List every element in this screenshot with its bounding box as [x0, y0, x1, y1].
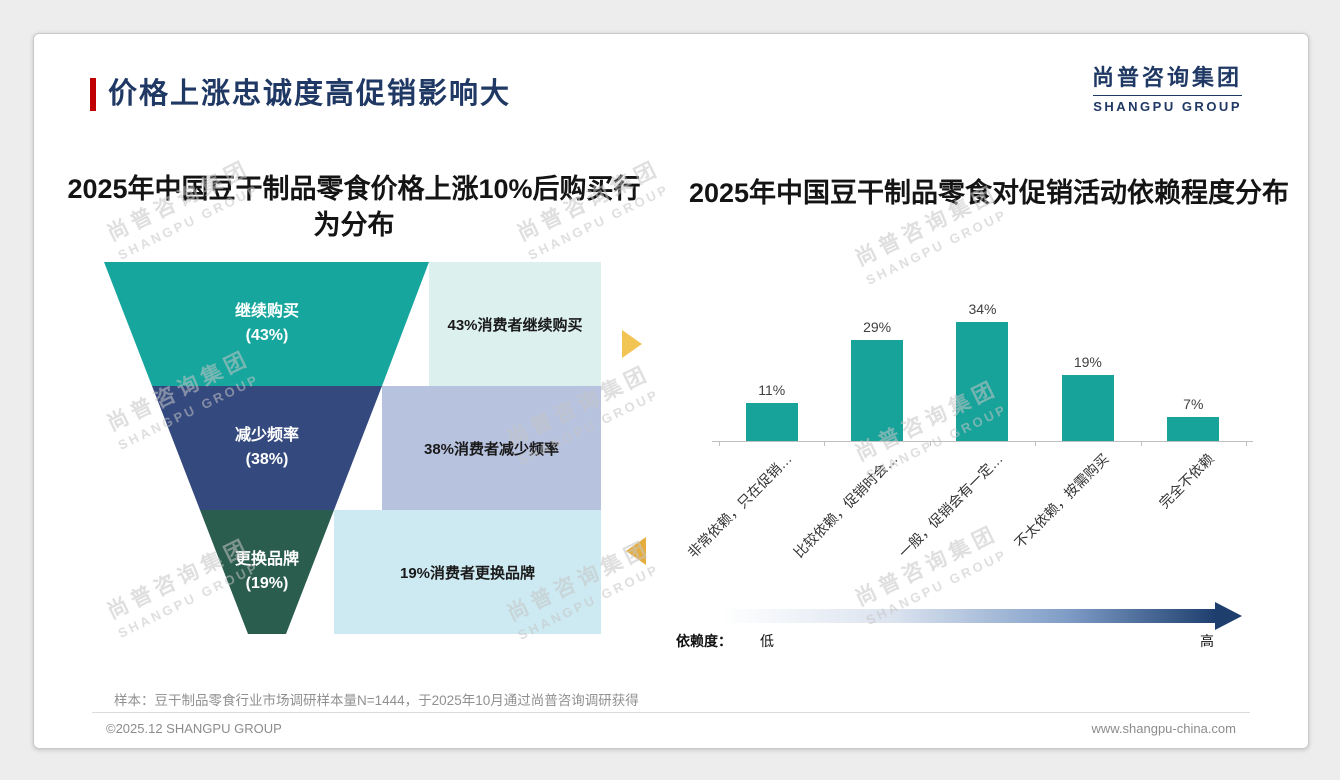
funnel-annotation-block: 19%消费者更换品牌 — [334, 510, 601, 634]
bar-chart: 11% 非常依赖，只在促销… 29% 比较依赖，促销时会… 34% 一般，促销会有一定… 1… — [685, 284, 1254, 604]
bar-x-label: 不太依赖，按需购买 — [1010, 450, 1112, 551]
funnel-chart: 43%消费者继续购买 继续购买 (43%) 38%消费者减少频率 减少频率 (38%) 19… — [104, 262, 601, 634]
axis-tick — [1246, 441, 1247, 446]
logo-en-text: SHANGPU GROUP — [1093, 95, 1242, 114]
funnel-level: 38%消费者减少频率 减少频率 (38%) — [104, 386, 601, 510]
footer-copyright: ©2025.12 SHANGPU GROUP — [106, 721, 282, 736]
axis-tick — [719, 441, 720, 446]
footer-divider — [92, 712, 1250, 713]
bar-value-label: 11% — [758, 381, 786, 398]
bar-plot-area: 11% 非常依赖，只在促销… 29% 比较依赖，促销时会… 34% 一般，促销会有一定… 1… — [685, 284, 1246, 561]
funnel-level: 43%消费者继续购买 继续购买 (43%) — [104, 262, 601, 386]
axis-tick — [1035, 441, 1037, 446]
bar-column: 19% 不太依赖，按需购买 — [1011, 284, 1140, 551]
bar-column: 7% 完全不依赖 — [1141, 284, 1246, 511]
bar-column: 11% 非常依赖，只在促销… — [685, 284, 824, 561]
company-logo: 尚普咨询集团 SHANGPU GROUP — [1092, 60, 1242, 116]
axis-tick — [824, 441, 826, 446]
flow-arrow-left-icon — [626, 537, 646, 565]
page-title: 价格上涨忠诚度高促销影响大 — [90, 78, 511, 112]
funnel-trapezoid — [104, 262, 429, 386]
funnel-annotation-block: 43%消费者继续购买 — [429, 262, 601, 386]
funnel-chart-title: 2025年中国豆干制品零食价格上涨10%后购买行为分布 — [67, 174, 641, 240]
logo-cn-text: 尚普咨询集团 — [1091, 65, 1242, 90]
bar-value-label: 34% — [968, 301, 997, 317]
bar — [1167, 416, 1220, 441]
funnel-level: 19%消费者更换品牌 更换品牌 (19%) — [104, 510, 601, 634]
flow-arrow-right-icon — [622, 330, 642, 358]
funnel-annotation-text: 43%消费者继续购买 — [447, 316, 583, 334]
bar-x-label: 非常依赖，只在促销… — [684, 450, 796, 561]
axis-tick — [929, 441, 931, 446]
axis-tick — [1140, 441, 1142, 446]
funnel-annotation-text: 19%消费者更换品牌 — [399, 564, 536, 582]
bar — [1061, 374, 1114, 441]
bar-value-label: 19% — [1073, 353, 1102, 370]
bar — [745, 402, 798, 441]
slide-card: 价格上涨忠诚度高促销影响大 尚普咨询集团 SHANGPU GROUP 2025年… — [33, 33, 1309, 749]
bar-column: 34% 一般，促销会有一定… — [896, 284, 1035, 561]
funnel-annotation-text: 38%消费者减少频率 — [423, 440, 560, 458]
bar-x-label: 比较依赖，促销时会… — [790, 450, 901, 561]
dependency-high-label: 高 — [1200, 633, 1214, 649]
footer-url: www.shangpu-china.com — [1091, 721, 1236, 736]
bar-value-label: 7% — [1183, 395, 1204, 412]
bar-value-label: 29% — [863, 318, 892, 335]
funnel-segment-label: 继续购买 (43%) — [234, 303, 299, 344]
bar-column: 29% 比较依赖，促销时会… — [790, 284, 929, 561]
x-axis-line — [712, 441, 1253, 442]
funnel-segment-label: 更换品牌 (19%) — [234, 551, 299, 592]
footer: ©2025.12 SHANGPU GROUP www.shangpu-china… — [106, 721, 1236, 736]
dependency-axis-labels: 依赖度： 低 高 — [676, 631, 1242, 651]
sample-note: 样本：豆干制品零食行业市场调研样本量N=1444，于2025年10月通过尚普咨询… — [114, 693, 639, 708]
dependency-gradient-arrow — [721, 602, 1242, 630]
funnel-segment-label: 减少频率 (38%) — [234, 427, 299, 468]
bar-x-label: 一般，促销会有一定… — [895, 450, 1006, 561]
dependency-label: 依赖度： — [676, 633, 732, 649]
bar-chart-title: 2025年中国豆干制品零食对促销活动依赖程度分布 — [688, 178, 1290, 208]
bar-x-label: 完全不依赖 — [1155, 450, 1217, 512]
dependency-low-label: 低 — [760, 633, 774, 649]
bar — [851, 339, 904, 441]
bar — [956, 322, 1009, 441]
funnel-annotation-block: 38%消费者减少频率 — [382, 386, 601, 510]
